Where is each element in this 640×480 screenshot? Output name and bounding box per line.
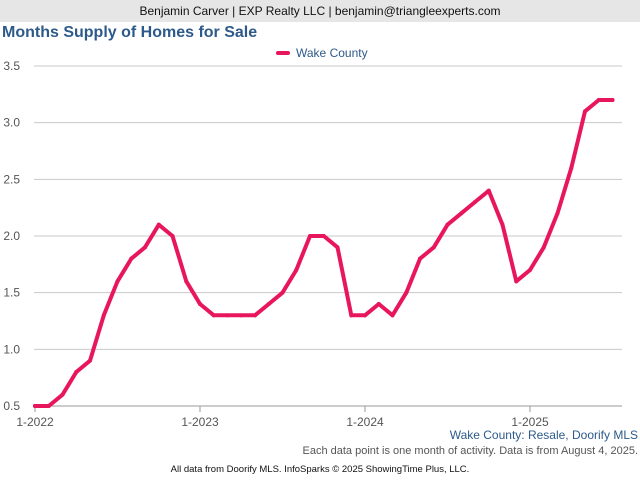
data-point (376, 302, 381, 306)
legend-swatch (276, 51, 290, 55)
data-point (294, 268, 299, 272)
data-point (404, 290, 409, 295)
data-point (583, 109, 587, 114)
data-point (431, 245, 436, 250)
data-point (390, 313, 395, 318)
data-point (596, 98, 601, 102)
series-line-wake-county (33, 98, 615, 408)
data-point (225, 313, 230, 318)
data-point (363, 313, 367, 318)
data-point (514, 279, 519, 284)
data-point (473, 200, 477, 204)
data-point (335, 245, 340, 250)
data-point (60, 392, 65, 397)
data-point (266, 302, 271, 306)
data-point (349, 313, 354, 318)
data-point (569, 166, 574, 170)
data-point (500, 222, 505, 227)
footer-note: All data from Doorify MLS. InfoSparks © … (170, 464, 470, 475)
data-point (308, 234, 312, 238)
y-tick-label: 2.5 (3, 172, 20, 186)
legend-label: Wake County (296, 46, 368, 60)
data-point (198, 302, 202, 306)
x-tick-label: 1-2023 (181, 415, 219, 429)
y-tick-label: 0.5 (3, 399, 20, 413)
y-tick-label: 2.0 (3, 229, 20, 243)
data-point (555, 211, 560, 216)
data-point (459, 211, 464, 216)
data-point (418, 256, 422, 261)
chart-title: Months Supply of Homes for Sale (2, 24, 258, 41)
y-tick-label: 3.0 (3, 116, 20, 130)
x-tick-label: 1-2022 (16, 415, 54, 429)
data-point (253, 313, 257, 318)
y-tick-label: 1.0 (3, 342, 20, 356)
data-point (486, 188, 491, 193)
x-tick-label: 1-2024 (346, 415, 384, 429)
y-tick-label: 3.5 (3, 59, 20, 73)
data-point (88, 358, 92, 363)
data-point (528, 268, 532, 272)
data-point (46, 404, 51, 408)
data-point (115, 279, 120, 284)
data-point (280, 290, 285, 295)
data-point (184, 279, 189, 284)
data-point (610, 98, 615, 102)
data-point (445, 222, 450, 227)
y-tick-label: 1.5 (3, 286, 20, 300)
source-note: Wake County: Resale, Doorify MLS (449, 428, 638, 442)
data-point (321, 234, 326, 238)
data-point (74, 370, 79, 374)
data-point (33, 404, 37, 408)
data-point (170, 234, 175, 238)
legend: Wake County (276, 46, 368, 60)
data-point (541, 245, 546, 250)
data-point (129, 256, 134, 261)
data-point (101, 313, 106, 318)
activity-note: Each data point is one month of activity… (302, 445, 638, 457)
x-tick-label: 1-2025 (511, 415, 549, 429)
data-point (239, 313, 244, 318)
data-point (211, 313, 216, 318)
data-point (143, 245, 147, 250)
header-bar: Benjamin Carver | EXP Realty LLC | benja… (0, 0, 640, 22)
data-point (156, 222, 161, 227)
